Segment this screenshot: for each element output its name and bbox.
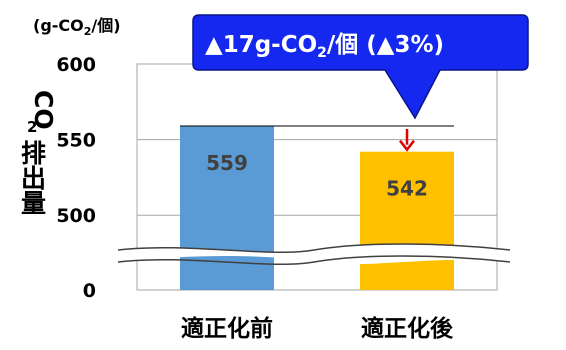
bars: [180, 125, 454, 290]
decrease-arrow: [399, 128, 415, 152]
y-axis-title-main: CO: [29, 90, 58, 130]
y-axis-title-sub: 2: [27, 118, 37, 136]
annotation-text: ▲17g-CO2/個 (▲3%): [205, 32, 444, 61]
callout-bubble: [192, 14, 529, 120]
bar: [360, 151, 454, 290]
break-line: [117, 255, 511, 266]
category-labels: 適正化前 適正化後: [181, 315, 454, 342]
arrow-head: [399, 139, 415, 152]
unit-label: (g-CO2/個): [33, 16, 121, 38]
axis-break-mark: [117, 243, 511, 266]
y-tick-labels: 0 500 550 600: [56, 54, 96, 302]
y-axis-title: CO 2 排出量: [18, 90, 59, 215]
y-axis-title-suffix: 排出量: [18, 140, 47, 215]
y-tick-label: 500: [56, 205, 96, 227]
y-tick-label: 600: [56, 54, 96, 76]
break-band: [118, 244, 510, 265]
data-label: 559: [206, 151, 248, 175]
value-labels: 559 542: [206, 151, 428, 201]
data-label: 542: [386, 177, 428, 201]
category-label: 適正化前: [181, 315, 273, 342]
y-tick-label: 0: [83, 280, 96, 302]
y-tick-label: 550: [56, 130, 96, 152]
category-label: 適正化後: [361, 315, 454, 342]
break-line: [117, 243, 511, 254]
annotation-callout: ▲17g-CO2/個 (▲3%): [192, 14, 529, 120]
